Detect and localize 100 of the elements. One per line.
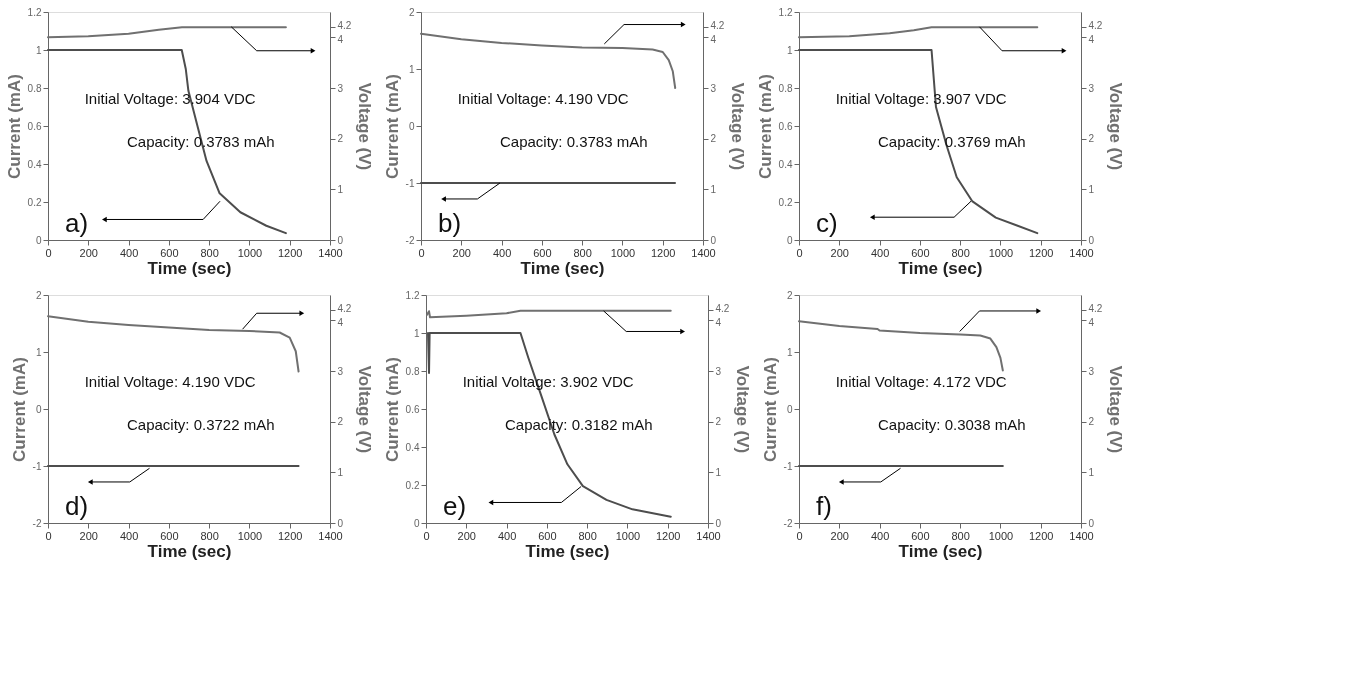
x-axis-title: Time (sec) (520, 258, 605, 278)
y2-tick-label: 4.2 (715, 302, 730, 314)
x-tick-label: 200 (452, 246, 471, 259)
annotation: Capacity: 0.3722 mAh (126, 415, 275, 433)
y-axis-title: Current (mA) (760, 357, 780, 462)
y2-tick-label: 3 (337, 365, 344, 377)
y2-tick-label: 4.2 (337, 302, 352, 314)
y-axis-title: Current (mA) (382, 74, 402, 179)
y2-axis-title: Voltage (V) (728, 82, 748, 171)
x-tick-label: 200 (79, 529, 98, 542)
y-tick-label: 0.8 (405, 365, 420, 377)
y-tick-label: 2 (408, 6, 415, 18)
y2-axis-title: Voltage (V) (355, 365, 375, 454)
y-tick-label: -2 (783, 517, 793, 529)
y2-tick-label: 0 (710, 234, 717, 246)
y2-tick-label: 4 (337, 316, 344, 328)
x-tick-label: 800 (578, 529, 597, 542)
y-tick-label: 0.4 (405, 441, 420, 453)
x-tick-label: 0 (796, 529, 803, 542)
annotation: Initial Voltage: 4.190 VDC (457, 89, 629, 107)
x-axis-title: Time (sec) (898, 541, 983, 561)
x-tick-label: 400 (119, 246, 139, 259)
y2-tick-label: 0 (1088, 517, 1095, 529)
y2-tick-label: 3 (1088, 365, 1095, 377)
y2-tick-label: 3 (337, 82, 344, 94)
y2-tick-label: 4 (1088, 316, 1095, 328)
y2-tick-label: 1 (710, 183, 717, 195)
y-axis-title: Current (mA) (382, 357, 402, 462)
x-tick-label: 1000 (237, 246, 263, 259)
x-tick-label: 600 (911, 529, 930, 542)
x-tick-label: 0 (796, 246, 803, 259)
x-tick-label: 200 (79, 246, 98, 259)
y-tick-label: 1 (786, 44, 793, 56)
y-axis-title: Current (mA) (755, 74, 775, 179)
x-tick-label: 1200 (1028, 246, 1054, 259)
y-tick-label: 0 (786, 234, 793, 246)
x-axis-title: Time (sec) (898, 258, 983, 278)
y2-tick-label: 2 (337, 133, 344, 145)
y-tick-label: -1 (32, 460, 42, 472)
annotation: b) (437, 208, 462, 239)
y-tick-label: 1 (408, 63, 415, 75)
y2-tick-label: 0 (715, 517, 722, 529)
x-tick-label: 600 (538, 529, 557, 542)
y2-tick-label: 3 (710, 82, 717, 94)
y2-tick-label: 4.2 (337, 19, 352, 31)
y-tick-label: 0 (786, 403, 793, 415)
x-tick-label: 1000 (615, 529, 641, 542)
y2-tick-label: 1 (337, 183, 344, 195)
y2-tick-label: 0 (337, 517, 344, 529)
annotation: Capacity: 0.3038 mAh (877, 415, 1026, 433)
x-axis-title: Time (sec) (147, 258, 232, 278)
y-tick-label: -2 (405, 234, 415, 246)
y2-axis-title: Voltage (V) (733, 365, 753, 454)
y-tick-label: 1.2 (405, 289, 420, 301)
x-tick-label: 1200 (650, 246, 676, 259)
y-tick-label: 0.4 (778, 158, 793, 170)
y-tick-label: 1 (35, 44, 42, 56)
y-tick-label: 1.2 (27, 6, 42, 18)
x-tick-label: 1200 (1028, 529, 1054, 542)
y2-tick-label: 2 (710, 133, 717, 145)
y-tick-label: 0.2 (405, 479, 420, 491)
y-tick-label: 0 (35, 234, 42, 246)
x-tick-label: 0 (45, 246, 52, 259)
y2-axis-title: Voltage (V) (1106, 82, 1126, 171)
y2-tick-label: 3 (1088, 82, 1095, 94)
y2-tick-label: 3 (715, 365, 722, 377)
y2-tick-label: 1 (337, 466, 344, 478)
x-tick-label: 600 (533, 246, 552, 259)
y-axis-title: Current (mA) (4, 74, 24, 179)
x-tick-label: 200 (457, 529, 476, 542)
x-tick-label: 1000 (988, 246, 1014, 259)
y-tick-label: 2 (35, 289, 42, 301)
y-tick-label: 0.6 (778, 120, 793, 132)
x-tick-label: 400 (870, 529, 890, 542)
y-tick-label: 2 (786, 289, 793, 301)
y2-tick-label: 4 (1088, 33, 1095, 45)
annotation: c) (815, 208, 838, 239)
x-tick-label: 1200 (277, 529, 303, 542)
y-tick-label: 1 (413, 327, 420, 339)
x-tick-label: 1400 (1069, 246, 1094, 259)
y-tick-label: 0.6 (405, 403, 420, 415)
y2-tick-label: 4 (710, 33, 717, 45)
y2-tick-label: 0 (337, 234, 344, 246)
x-tick-label: 400 (870, 246, 890, 259)
x-tick-label: 800 (200, 246, 219, 259)
x-tick-label: 1200 (655, 529, 681, 542)
y-tick-label: 1 (35, 346, 42, 358)
y-axis-title: Current (mA) (9, 357, 29, 462)
y2-tick-label: 0 (1088, 234, 1095, 246)
x-tick-label: 1400 (318, 246, 343, 259)
annotation: f) (815, 491, 832, 522)
annotation: Capacity: 0.3783 mAh (499, 132, 648, 150)
y2-tick-label: 4.2 (710, 19, 725, 31)
y2-tick-label: 1 (1088, 183, 1095, 195)
y-tick-label: 0.2 (778, 196, 793, 208)
x-tick-label: 1400 (691, 246, 716, 259)
x-tick-label: 1000 (610, 246, 636, 259)
y-tick-label: 0 (413, 517, 420, 529)
y2-tick-label: 2 (1088, 416, 1095, 428)
x-tick-label: 1000 (988, 529, 1014, 542)
